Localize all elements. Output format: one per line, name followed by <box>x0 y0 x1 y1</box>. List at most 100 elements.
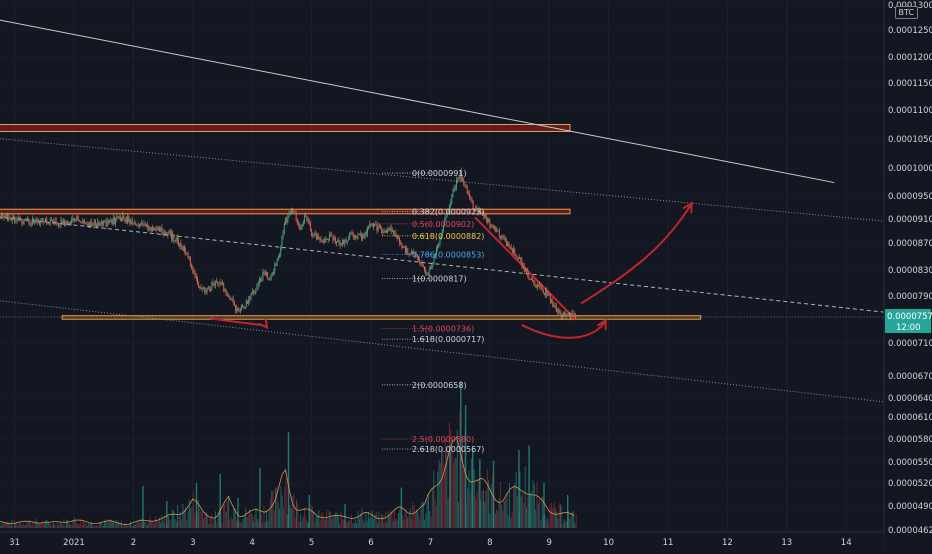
volume-bar <box>46 520 47 528</box>
price-tick-label: 0.0000462 <box>888 526 932 536</box>
volume-bar <box>151 521 152 528</box>
volume-bar <box>28 522 29 529</box>
volume-bar <box>576 514 577 528</box>
volume-bar <box>216 523 217 528</box>
volume-bar <box>341 512 342 528</box>
volume-bar <box>254 515 255 528</box>
volume-bar <box>435 498 436 528</box>
volume-bar <box>286 479 287 528</box>
volume-bar <box>236 521 237 529</box>
volume-bar <box>283 508 284 528</box>
volume-bar <box>346 522 347 529</box>
volume-bar <box>355 520 356 529</box>
volume-bar <box>388 511 389 528</box>
volume-bar <box>377 524 378 528</box>
fib-level-label: 1.5(0.0000736) <box>412 325 474 334</box>
volume-bar <box>278 502 279 528</box>
volume-bar <box>539 498 540 528</box>
volume-bar <box>513 486 514 528</box>
volume-bar <box>282 495 283 528</box>
price-tick-label: 0.0000550 <box>888 458 932 468</box>
volume-bar <box>320 521 321 528</box>
volume-bar <box>131 526 132 528</box>
volume-bar <box>10 525 11 528</box>
volume-bar <box>23 524 24 528</box>
volume-bar <box>429 511 430 528</box>
volume-bar <box>26 525 27 529</box>
price-axis[interactable]: 0.00013000.00012500.00012000.00011500.00… <box>884 0 932 550</box>
volume-bar <box>287 514 288 528</box>
volume-bar <box>571 513 572 529</box>
volume-bar <box>365 512 366 528</box>
volume-bar <box>112 522 113 528</box>
fib-level-label: 0(0.0000991) <box>412 169 467 178</box>
volume-spike <box>166 501 167 528</box>
volume-bar <box>521 496 522 528</box>
price-tick-label: 0.0000610 <box>888 413 932 423</box>
volume-bar <box>470 491 471 528</box>
volume-spike <box>288 432 289 528</box>
volume-bar <box>77 523 78 528</box>
volume-bar <box>318 510 319 528</box>
volume-bar <box>403 520 404 528</box>
volume-bar <box>527 498 528 529</box>
volume-bar <box>419 519 420 529</box>
volume-spike <box>449 446 450 529</box>
volume-spike <box>528 446 529 529</box>
volume-bar <box>231 517 232 528</box>
volume-bar <box>22 525 23 528</box>
volume-bar <box>172 509 173 528</box>
volume-bar <box>186 520 187 528</box>
volume-bar <box>150 516 151 528</box>
volume-bar <box>271 491 272 528</box>
volume-bar <box>456 458 457 528</box>
currency-badge[interactable]: BTC <box>895 6 919 19</box>
volume-bar <box>343 520 344 528</box>
volume-bar <box>453 463 454 528</box>
volume-bar <box>52 525 53 528</box>
resistance-zone-top[interactable] <box>0 125 570 132</box>
volume-bar <box>265 522 266 528</box>
volume-bar <box>97 526 98 528</box>
resistance-zone-mid[interactable] <box>0 209 570 214</box>
volume-bar <box>130 521 131 528</box>
volume-bar <box>139 523 140 528</box>
volume-bar <box>525 467 526 529</box>
volume-bar <box>45 520 46 528</box>
volume-bar <box>33 526 34 528</box>
volume-bar <box>146 523 147 529</box>
volume-bar <box>540 520 541 528</box>
volume-bar <box>49 523 50 528</box>
volume-bar <box>478 479 479 528</box>
volume-bar <box>223 507 224 528</box>
volume-bar <box>133 525 134 528</box>
volume-bar <box>546 520 547 528</box>
volume-bar <box>317 516 318 528</box>
volume-bar <box>358 511 359 528</box>
volume-bar <box>280 486 281 528</box>
volume-bar <box>305 517 306 528</box>
volume-bar <box>163 521 164 528</box>
volume-bar <box>411 518 412 528</box>
volume-bar <box>67 520 68 528</box>
volume-bar <box>134 525 135 528</box>
volume-bar <box>512 512 513 528</box>
volume-bar <box>334 516 335 528</box>
volume-bar <box>364 523 365 528</box>
volume-bar <box>103 525 104 528</box>
volume-bar <box>65 526 66 528</box>
volume-bar <box>333 516 334 528</box>
time-tick-label: 8 <box>487 538 492 548</box>
volume-bar <box>173 511 174 529</box>
volume-bar <box>297 504 298 528</box>
volume-bar <box>496 509 497 528</box>
price-tick-label: 0.0000490 <box>888 502 932 512</box>
volume-bar <box>114 523 115 528</box>
volume-bar <box>99 523 100 528</box>
volume-bar <box>192 507 193 528</box>
volume-bar <box>211 514 212 528</box>
fib-level-label: 2(0.0000658) <box>412 381 467 390</box>
